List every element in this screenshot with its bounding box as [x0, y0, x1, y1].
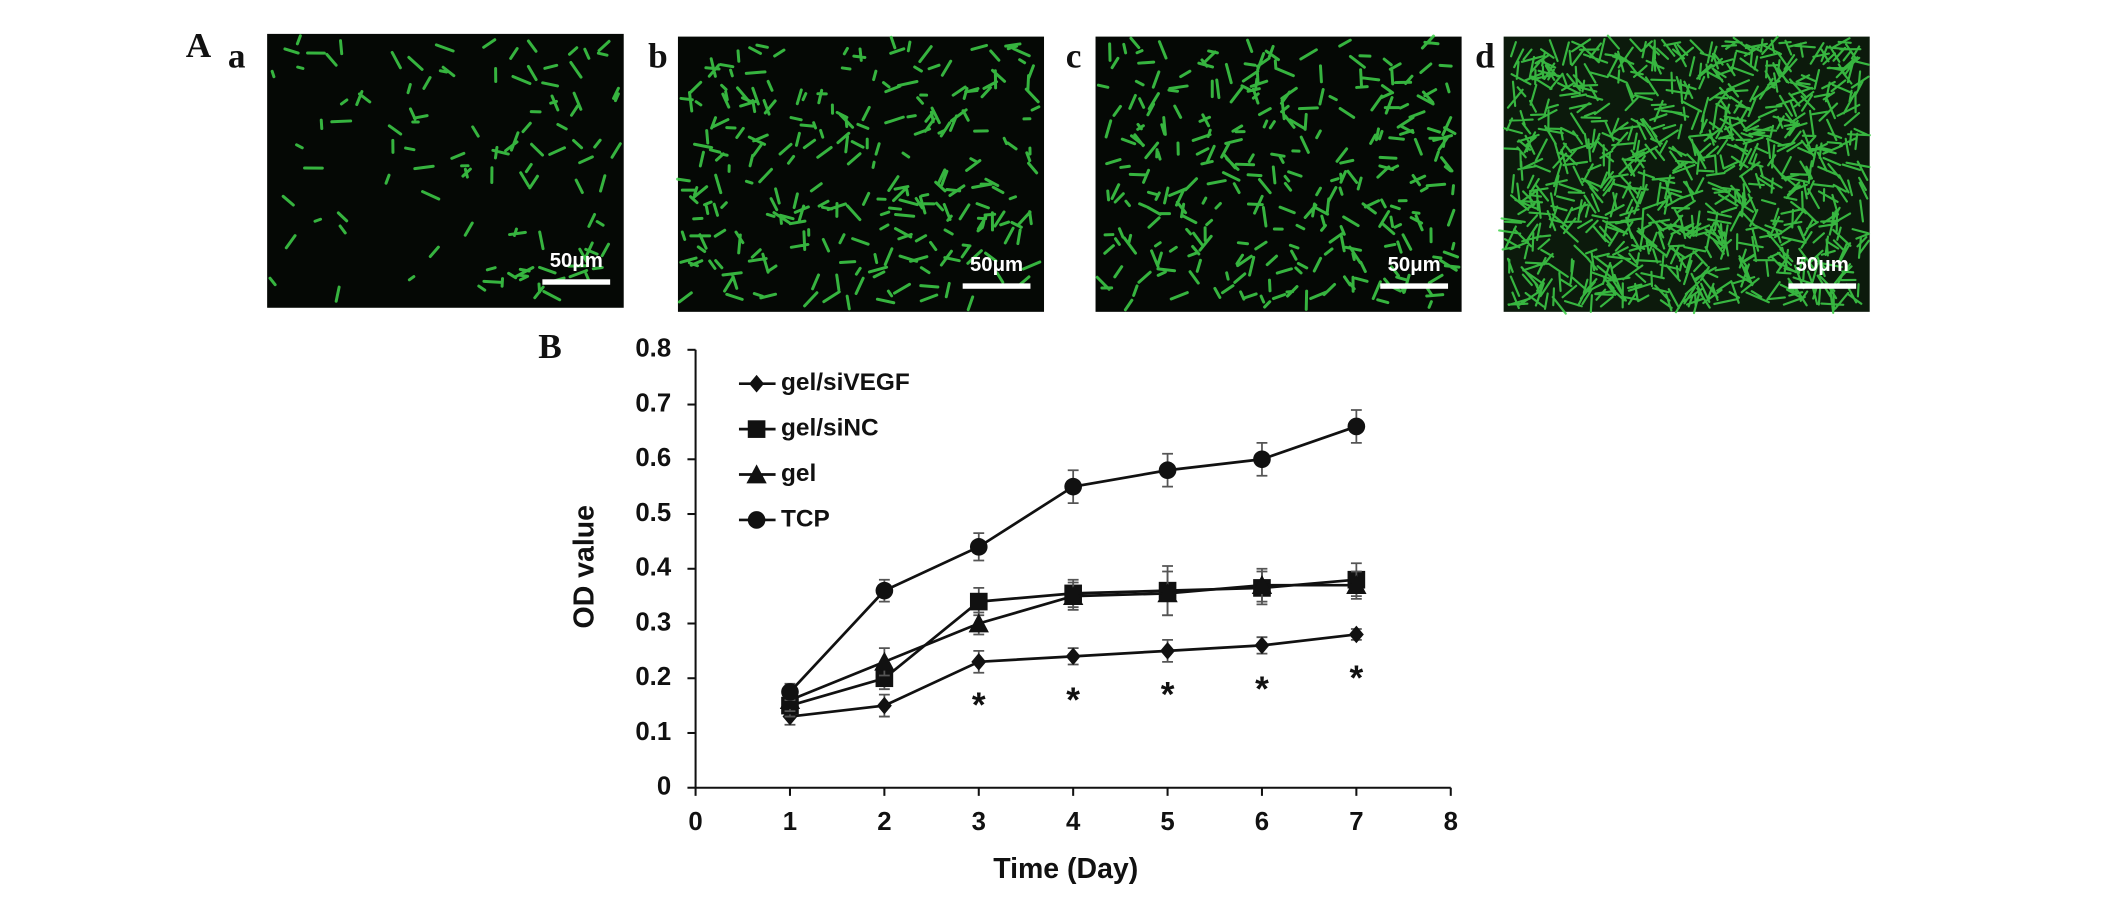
x-tick-label: 6 [1255, 808, 1269, 836]
x-tick-label: 2 [877, 808, 891, 836]
marker [781, 683, 799, 701]
y-tick-label: 0.7 [635, 389, 671, 417]
marker [747, 511, 766, 529]
scale-bar-label: 50μm [970, 254, 1023, 276]
cells [268, 34, 622, 303]
marker [875, 581, 894, 600]
marker [876, 696, 892, 715]
y-tick-label: 0.4 [635, 554, 671, 582]
significance-mark: * [1066, 681, 1080, 720]
significance-mark: * [1255, 670, 1269, 709]
cells [1498, 34, 1871, 315]
micrograph [267, 33, 624, 308]
marker [1347, 417, 1366, 436]
legend-label: gel [781, 460, 816, 487]
marker [746, 464, 767, 484]
marker [1160, 642, 1176, 660]
y-tick-label: 0.3 [635, 608, 671, 636]
scale-bar [542, 279, 611, 285]
image-label: b [648, 37, 668, 76]
scale-bar [1380, 283, 1449, 289]
significance-mark: * [1161, 675, 1175, 714]
legend-label: gel/siVEGF [781, 369, 910, 396]
marker [969, 538, 988, 556]
x-tick-label: 5 [1160, 808, 1174, 836]
x-tick-label: 0 [688, 808, 702, 836]
x-tick-label: 7 [1349, 808, 1363, 836]
marker [1251, 575, 1273, 594]
x-tick-label: 4 [1066, 808, 1081, 836]
x-axis-label: Time (Day) [993, 853, 1138, 885]
significance-mark: * [1350, 659, 1364, 698]
y-tick-label: 0.2 [635, 663, 671, 691]
cells [1095, 34, 1461, 312]
scale-bar [1788, 283, 1857, 289]
marker [749, 374, 765, 393]
marker [747, 420, 766, 438]
marker [875, 669, 894, 688]
image-label: a [228, 37, 246, 76]
significance-mark: * [972, 686, 986, 725]
marker [1158, 461, 1177, 480]
marker [968, 613, 989, 633]
x-tick-label: 1 [783, 808, 797, 836]
micrograph [677, 36, 1045, 312]
panel-label: B [538, 327, 562, 366]
y-tick-label: 0.1 [635, 718, 671, 746]
y-tick-label: 0.6 [635, 444, 671, 472]
y-tick-label: 0 [657, 773, 671, 801]
image-label: c [1066, 37, 1082, 76]
marker [969, 592, 988, 611]
marker [971, 653, 987, 671]
image-label: d [1475, 37, 1495, 76]
legend-label: TCP [781, 505, 830, 532]
legend-label: gel/siNC [781, 415, 879, 442]
cells [676, 35, 1042, 312]
marker [1063, 585, 1084, 605]
marker [1157, 583, 1178, 603]
scale-bar-label: 50μm [1388, 254, 1441, 276]
scale-bar-label: 50μm [550, 250, 603, 272]
y-tick-label: 0.5 [635, 499, 671, 527]
y-axis-label: OD value [568, 505, 600, 628]
x-tick-label: 8 [1444, 808, 1458, 836]
marker [1065, 647, 1081, 666]
x-tick-label: 3 [972, 808, 986, 836]
panel-label: A [186, 26, 212, 65]
marker [1254, 636, 1270, 655]
marker [1253, 450, 1271, 469]
marker [874, 651, 895, 671]
y-tick-label: 0.8 [635, 335, 671, 363]
marker [1346, 575, 1367, 594]
marker [1348, 625, 1364, 644]
scale-bar-label: 50μm [1796, 254, 1849, 276]
scale-bar [962, 283, 1031, 289]
marker [1064, 477, 1082, 496]
